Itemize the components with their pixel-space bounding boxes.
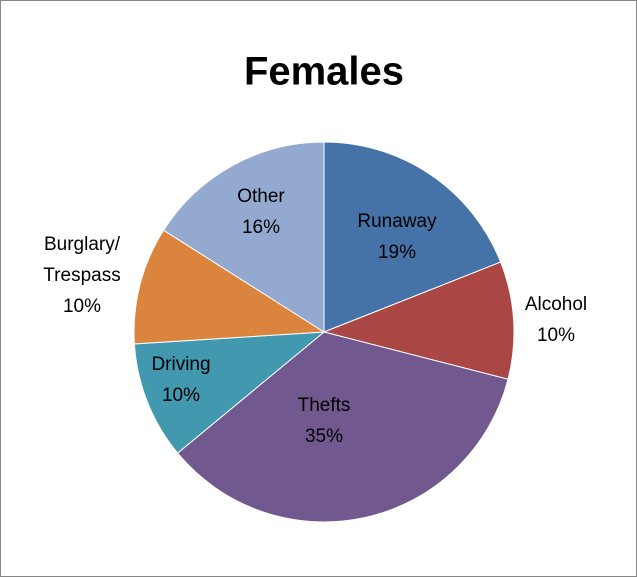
chart-title: Females	[244, 50, 404, 94]
pie-slice	[133, 331, 326, 454]
slice-label-line: Trespass	[43, 265, 120, 286]
slice-value-label: 35%	[305, 426, 343, 447]
slice-label-line: Other	[237, 186, 285, 207]
slice-label-line: Alcohol	[525, 294, 587, 315]
slice-label: Alcohol	[525, 294, 587, 315]
pie-slice	[322, 261, 515, 380]
slice-label: Other	[237, 186, 285, 207]
slice-value-label: 10%	[162, 385, 200, 406]
slice-value-label: 10%	[63, 296, 101, 317]
slice-value-label: 10%	[537, 325, 575, 346]
slice-label-line: Driving	[151, 354, 210, 375]
slice-value-label: 19%	[378, 242, 416, 263]
pie-slice	[176, 331, 509, 523]
slice-value-label: 16%	[242, 217, 280, 238]
slice-label-line: Burglary/	[44, 234, 121, 255]
slice-label-line: Thefts	[298, 395, 351, 416]
slice-label: Driving	[151, 354, 210, 375]
pie-slice	[323, 141, 502, 333]
slice-label: Runaway	[357, 211, 437, 232]
slice-label: Thefts	[298, 395, 351, 416]
pie-slice	[162, 141, 325, 333]
slice-label-line: Runaway	[357, 211, 437, 232]
pie-slice	[133, 229, 326, 345]
slice-label: Burglary/Trespass	[43, 234, 120, 286]
